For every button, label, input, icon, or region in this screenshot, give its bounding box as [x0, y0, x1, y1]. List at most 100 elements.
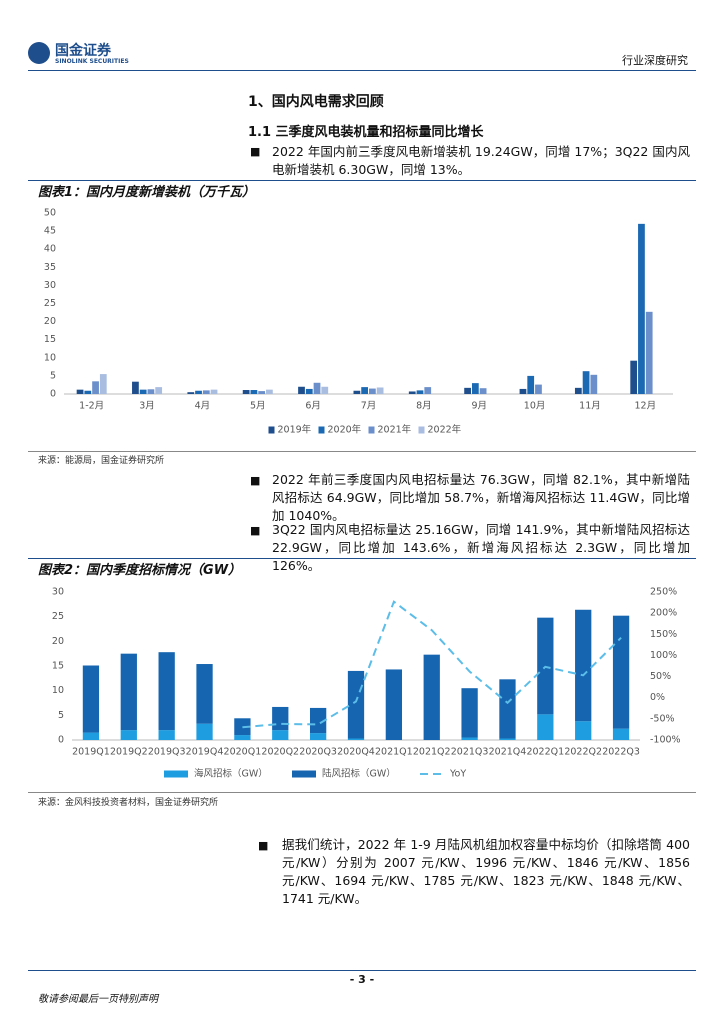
bar [590, 374, 598, 394]
figure-rule [28, 792, 696, 793]
footer-rule [28, 970, 696, 971]
bar [120, 653, 137, 731]
legend-label: 2022年 [428, 424, 462, 436]
y-tick-label: 45 [44, 226, 56, 237]
bar [376, 387, 384, 394]
bullet-text: 据我们统计，2022 年 1-9 月陆风机组加权容量中标均价（扣除塔筒 400 … [282, 837, 690, 906]
x-tick-label: 2020Q4 [337, 747, 375, 758]
disclaimer: 敬请参阅最后一页特别声明 [38, 994, 158, 1005]
x-tick-label: 7月 [361, 401, 377, 412]
x-tick-label: 12月 [635, 401, 657, 412]
bar [612, 728, 630, 740]
x-tick-label: 9月 [471, 401, 487, 412]
bar [574, 387, 582, 394]
y-tick-label: 25 [52, 611, 64, 622]
y-tick-label: 25 [44, 298, 56, 309]
y-tick-label: 10 [44, 352, 56, 363]
bar [210, 389, 218, 394]
x-tick-label: 6月 [305, 401, 321, 412]
y2-tick-label: 200% [650, 608, 677, 619]
bullet-marker: ■ [258, 839, 269, 852]
bar [266, 389, 273, 394]
chart: 0 5 10 15 20 25 30 -100% -50% 0% 50% 100% 150% 200% 25… [52, 587, 681, 780]
bullet-marker: ■ [250, 474, 261, 487]
bar [321, 386, 329, 394]
bar [638, 223, 645, 394]
x-tick-label: 2022Q2 [564, 747, 602, 758]
bar [499, 679, 516, 739]
y-tick-label: 5 [50, 370, 56, 381]
y2-tick-label: 100% [650, 650, 677, 661]
y-tick-label: 10 [52, 685, 64, 696]
bar [347, 670, 365, 739]
bar [309, 733, 327, 740]
x-tick-label: 1-2月 [79, 401, 104, 412]
y-tick-label: 0 [58, 735, 64, 746]
bar [369, 388, 376, 394]
legend-swatch [164, 770, 188, 778]
y-tick-label: 30 [52, 587, 64, 598]
bar [347, 738, 365, 740]
bar [99, 374, 107, 394]
y-tick-label: 50 [44, 208, 56, 219]
x-tick-label: 2019Q3 [148, 747, 186, 758]
legend-swatch [292, 770, 316, 778]
bar [202, 390, 210, 394]
legend-label: 2020年 [328, 424, 362, 436]
bar [158, 730, 175, 740]
y-tick-label: 20 [44, 316, 56, 327]
x-tick-label: 2019Q1 [72, 747, 110, 758]
bar [84, 390, 92, 394]
legend-swatch [368, 426, 375, 434]
bullet-text: 2022 年前三季度国内风电招标量达 76.3GW，同增 82.1%，其中新增陆… [272, 472, 690, 523]
bullet-marker: ■ [250, 145, 261, 158]
bar [158, 652, 175, 731]
legend-label: 陆风招标（GW） [322, 768, 396, 780]
y2-tick-label: -100% [650, 735, 681, 746]
figure-rule [28, 558, 696, 559]
bar [612, 615, 630, 729]
legend-label: 2021年 [378, 424, 412, 436]
bar [479, 388, 487, 394]
legend-swatch [418, 426, 425, 434]
figure-rule [28, 451, 696, 452]
figure-title: 图表1：国内月度新增装机（万千瓦） [38, 185, 256, 200]
bar [471, 383, 479, 394]
bar [242, 390, 250, 394]
bar [537, 714, 554, 740]
subsection-title: 1.1 三季度风电装机量和招标量同比增长 [248, 125, 484, 140]
bar [461, 737, 478, 740]
bar [527, 375, 535, 394]
y2-tick-label: 250% [650, 587, 677, 598]
bar [630, 360, 638, 394]
legend-label: 2019年 [278, 424, 312, 436]
bar [361, 387, 368, 394]
y-tick-label: 0 [50, 389, 56, 400]
x-tick-label: 2020Q1 [224, 747, 262, 758]
bar [385, 669, 403, 740]
bar [408, 391, 416, 394]
bar [582, 371, 590, 394]
legend-label: 海风招标（GW） [194, 768, 268, 780]
x-tick-label: 4月 [195, 401, 211, 412]
x-tick-label: 2020Q3 [299, 747, 337, 758]
x-tick-label: 5月 [250, 401, 266, 412]
y2-tick-label: -50% [650, 713, 675, 724]
y-tick-label: 20 [52, 636, 64, 647]
bar [272, 730, 289, 740]
bar [353, 390, 361, 394]
legend-swatch [318, 426, 325, 434]
bar [575, 609, 592, 722]
x-tick-label: 2021Q3 [451, 747, 489, 758]
legend-label: YoY [449, 769, 466, 780]
y-tick-label: 5 [58, 710, 64, 721]
bar [272, 706, 289, 731]
x-tick-label: 2021Q4 [489, 747, 527, 758]
x-tick-label: 2019Q4 [186, 747, 224, 758]
y-tick-label: 15 [44, 334, 56, 345]
bar [535, 384, 542, 394]
header-rule [28, 70, 696, 71]
bar [196, 664, 213, 724]
bar [645, 311, 653, 394]
